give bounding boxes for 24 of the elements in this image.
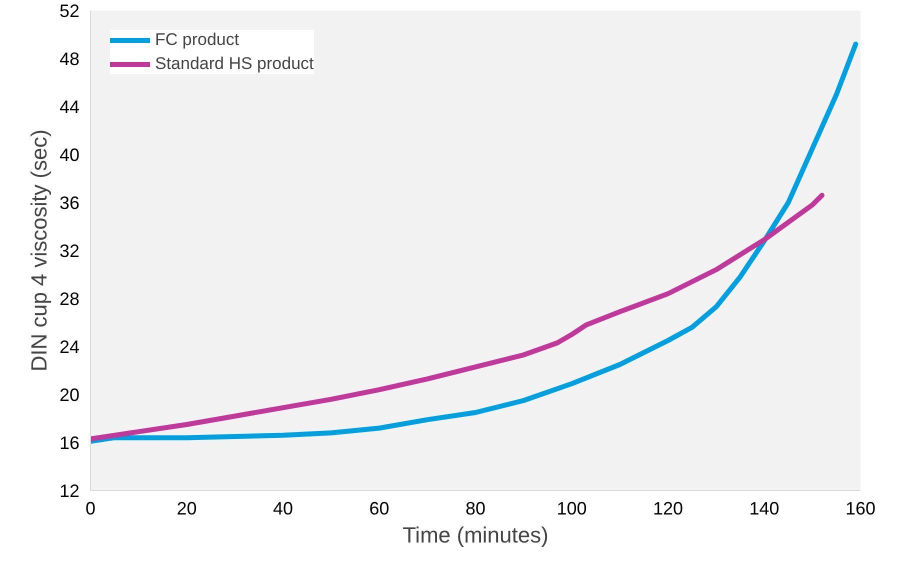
- legend-label: FC product: [155, 30, 240, 50]
- y-tick-label: 20: [59, 385, 80, 405]
- x-axis-title: Time (minutes): [402, 522, 548, 548]
- x-tick-label: 80: [465, 498, 486, 518]
- y-tick-label: 12: [59, 481, 80, 501]
- x-tick-label: 100: [556, 498, 587, 518]
- y-tick-label: 36: [59, 193, 80, 213]
- y-tick-label: 16: [59, 433, 80, 453]
- y-tick-label: 52: [59, 1, 80, 21]
- x-tick-label: 60: [369, 498, 390, 518]
- x-tick-label: 20: [176, 498, 197, 518]
- x-tick-label: 160: [845, 498, 876, 518]
- x-tick-label: 120: [652, 498, 684, 518]
- x-tick-label: 40: [272, 498, 294, 518]
- y-axis-title: DIN cup 4 viscosity (sec): [26, 129, 52, 372]
- y-tick-label: 48: [59, 49, 80, 69]
- y-tick-label: 24: [59, 337, 80, 357]
- x-tick-label: 0: [85, 498, 96, 518]
- y-tick-label: 44: [59, 97, 80, 117]
- x-tick-label: 140: [749, 498, 780, 518]
- legend-label: Standard HS product: [155, 54, 314, 74]
- y-tick-label: 28: [59, 289, 80, 309]
- y-tick-label: 40: [59, 145, 80, 165]
- y-tick-label: 32: [59, 241, 80, 261]
